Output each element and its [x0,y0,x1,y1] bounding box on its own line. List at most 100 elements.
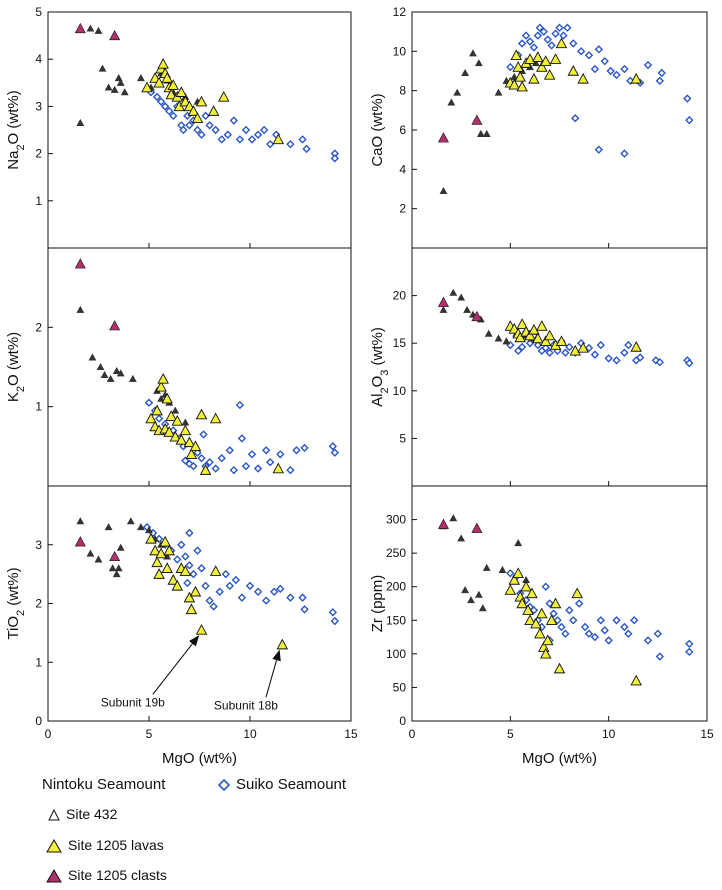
point-suiko-seamount [270,587,279,596]
point-site-1205-lavas [532,332,544,344]
point-site-1205-lavas [528,323,540,335]
legend-label-suiko: Suiko Seamount [236,776,347,793]
y-tick-label: 5 [399,431,406,445]
point-suiko-seamount [261,446,271,455]
legend-label-site432: Site 432 [66,806,118,822]
point-site-1205-lavas [543,68,556,80]
point-site-1205-lavas [545,614,558,625]
point-suiko-seamount [612,70,621,80]
point-suiko-seamount [655,652,664,661]
point-site-432 [482,129,491,137]
point-site-1205-lavas [553,662,566,674]
point-site-1205-lavas [155,547,167,559]
point-site-1205-lavas [179,565,192,576]
triangle-icon [46,839,62,853]
x-tick-label: 10 [602,727,616,741]
point-suiko-seamount [286,465,295,475]
point-suiko-seamount [685,115,694,125]
point-suiko-seamount [580,622,590,632]
point-suiko-seamount [506,569,515,578]
point-site-1205-lavas [577,342,589,353]
point-suiko-seamount [517,342,527,352]
point-suiko-seamount [620,149,629,158]
y-tick-label: 6 [399,123,406,137]
y-tick-label: 4 [399,162,406,176]
point-site-432 [104,83,113,91]
point-site-1205-lavas [165,88,177,100]
y-tick-label: 20 [393,289,407,303]
point-suiko-seamount [193,448,202,457]
point-site-1205-lavas [516,597,528,609]
point-site-1205-lavas [549,53,562,64]
legend-label-lavas: Site 1205 lavas [68,837,164,853]
point-site-432 [463,305,471,313]
point-site-1205-clasts [471,310,483,322]
point-site-1205-lavas [167,79,179,90]
y-tick-label: 0 [35,714,42,728]
point-suiko-seamount [183,578,192,588]
point-site-1205-lavas [171,415,184,426]
point-site-432 [116,543,125,551]
point-suiko-seamount [229,465,239,475]
point-suiko-seamount [596,340,605,350]
point-site-1205-lavas [536,607,548,619]
point-site-432 [76,305,85,313]
point-site-1205-lavas [536,320,548,331]
point-site-1205-clasts [109,320,121,331]
point-site-432 [482,563,491,571]
point-site-432 [145,526,153,534]
point-site-1205-lavas [157,57,169,69]
point-site-432 [126,517,135,525]
point-site-1205-lavas [567,65,580,76]
point-suiko-seamount [590,350,600,359]
legend-label-clasts: Site 1205 clasts [68,867,167,883]
point-site-1205-lavas [157,372,169,384]
point-site-432 [100,370,109,378]
point-site-432 [181,418,190,426]
point-site-1205-clasts [109,550,121,562]
point-site-1205-lavas [512,61,524,72]
y-axis-label: Zr (ppm) [369,575,386,633]
x-axis-label: MgO (wt%) [162,750,237,767]
y-tick-label: 2 [35,147,42,161]
point-site-432 [104,523,113,531]
y-tick-label: 300 [386,513,406,527]
point-suiko-seamount [221,569,230,579]
point-suiko-seamount [185,528,194,538]
point-suiko-seamount [541,343,550,353]
point-suiko-seamount [225,446,234,455]
x-tick-label: 5 [146,727,153,741]
point-site-1205-lavas [504,584,517,595]
point-suiko-seamount [653,629,663,638]
point-suiko-seamount [539,27,548,36]
point-site-432 [447,98,456,106]
point-suiko-seamount [555,23,564,32]
point-suiko-seamount [535,23,545,32]
point-suiko-seamount [302,144,311,154]
point-site-432 [478,604,487,612]
point-site-1205-lavas [209,412,222,424]
point-suiko-seamount [286,139,295,149]
point-site-1205-lavas [549,597,562,609]
legend-item-lavas: Site 1205 lavas [46,837,164,853]
point-suiko-seamount [620,622,629,632]
point-site-432 [157,394,166,402]
x-axis-label: MgO (wt%) [522,750,597,767]
point-suiko-seamount [557,622,566,632]
point-site-1205-lavas [516,80,528,92]
point-suiko-seamount [655,76,664,86]
point-site-1205-lavas [577,72,589,84]
point-site-432 [112,366,121,374]
y-tick-label: 2 [35,597,42,611]
point-site-432 [120,88,129,96]
point-site-1205-lavas [630,341,642,352]
point-suiko-seamount [584,343,594,353]
point-site-1205-lavas [159,535,171,547]
point-suiko-seamount [169,111,178,121]
point-suiko-seamount [569,39,578,48]
point-suiko-seamount [620,64,629,74]
point-suiko-seamount [651,356,661,365]
point-suiko-seamount [298,593,307,602]
point-suiko-seamount [612,616,621,625]
panel-tio2: 0 1 2 3 0 5 10 15 MgO (wt%) TiO2 (wt%) Subunit 19b… [5,485,358,767]
